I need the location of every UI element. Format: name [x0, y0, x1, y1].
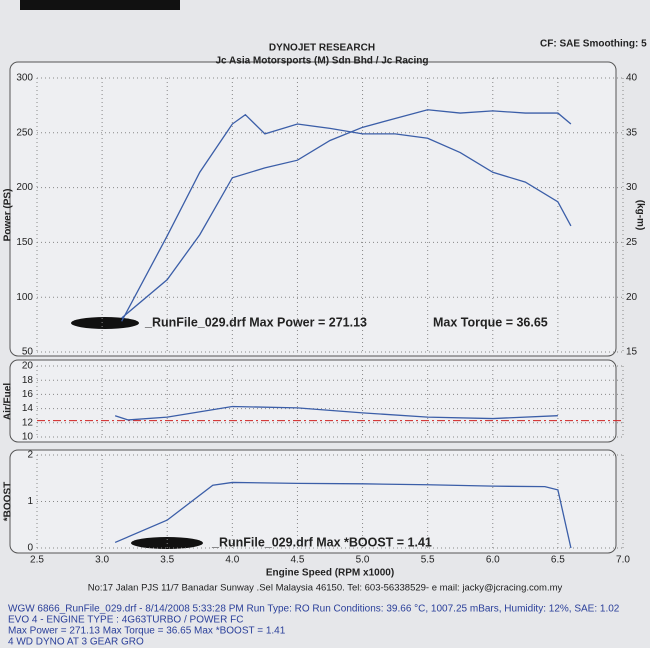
y-tick-label: 1	[27, 496, 33, 507]
header-title: DYNOJET RESEARCH	[269, 43, 375, 54]
y-tick-label: 150	[16, 237, 33, 248]
y-axis-label: Air/Fuel	[3, 383, 14, 420]
annotation: _RunFile_029.drf Max *BOOST = 1.41	[211, 535, 432, 549]
x-tick-label: 6.5	[551, 555, 565, 566]
y2-tick-label: 20	[626, 292, 638, 303]
x-tick-label: 7.0	[616, 555, 630, 566]
y2-axis-label: (kg-m)	[634, 200, 645, 231]
panel	[9, 61, 617, 357]
annotation: Max Torque = 36.65	[433, 315, 548, 329]
redaction	[71, 317, 139, 329]
y-tick-label: 0	[27, 543, 33, 554]
y-tick-label: 50	[22, 347, 34, 358]
series-line	[114, 481, 572, 549]
x-tick-label: 4.5	[290, 555, 304, 566]
footer-address: No:17 Jalan PJS 11/7 Banadar Sunway .Sel…	[88, 583, 563, 594]
footer-line: Max Power = 271.13 Max Torque = 36.65 Ma…	[8, 626, 286, 637]
footer-line: WGW 6866_RunFile_029.drf - 8/14/2008 5:3…	[8, 604, 620, 615]
footer-line: EVO 4 - ENGINE TYPE : 4G63TURBO / POWER …	[8, 615, 243, 626]
y-tick-label: 10	[22, 432, 34, 443]
y-tick-label: 12	[22, 417, 34, 428]
y-tick-label: 200	[16, 182, 33, 193]
x-tick-label: 4.0	[225, 555, 239, 566]
x-tick-label: 2.5	[30, 555, 44, 566]
y-tick-label: 100	[16, 292, 33, 303]
x-tick-label: 5.5	[421, 555, 435, 566]
y-tick-label: 20	[22, 361, 34, 372]
y2-tick-label: 40	[626, 73, 638, 84]
x-tick-label: 3.0	[95, 555, 109, 566]
header-settings: CF: SAE Smoothing: 5	[540, 39, 647, 50]
annotation: _RunFile_029.drf Max Power = 271.13	[144, 315, 367, 329]
y2-tick-label: 30	[626, 182, 638, 193]
y-tick-label: 250	[16, 127, 33, 138]
x-tick-label: 6.0	[486, 555, 500, 566]
logo	[20, 0, 180, 10]
y-tick-label: 16	[22, 389, 34, 400]
y2-tick-label: 15	[626, 347, 638, 358]
y-axis-label: *BOOST	[3, 482, 14, 521]
y-tick-label: 300	[16, 73, 33, 84]
x-tick-label: 5.0	[356, 555, 370, 566]
y-tick-label: 18	[22, 375, 34, 386]
y-axis-label: Power (PS)	[3, 189, 14, 242]
y2-tick-label: 35	[626, 127, 638, 138]
x-tick-label: 3.5	[160, 555, 174, 566]
series-line	[121, 113, 572, 322]
y2-tick-label: 25	[626, 237, 638, 248]
panel	[9, 359, 617, 443]
x-axis-label: Engine Speed (RPM x1000)	[266, 568, 394, 579]
footer-line: 4 WD DYNO AT 3 GEAR GRO	[8, 637, 144, 648]
y-tick-label: 14	[22, 403, 34, 414]
header-subtitle: Jc Asia Motorsports (M) Sdn Bhd / Jc Rac…	[216, 56, 429, 67]
series-line	[121, 109, 572, 319]
series-line	[114, 405, 558, 421]
y-tick-label: 2	[27, 450, 33, 461]
